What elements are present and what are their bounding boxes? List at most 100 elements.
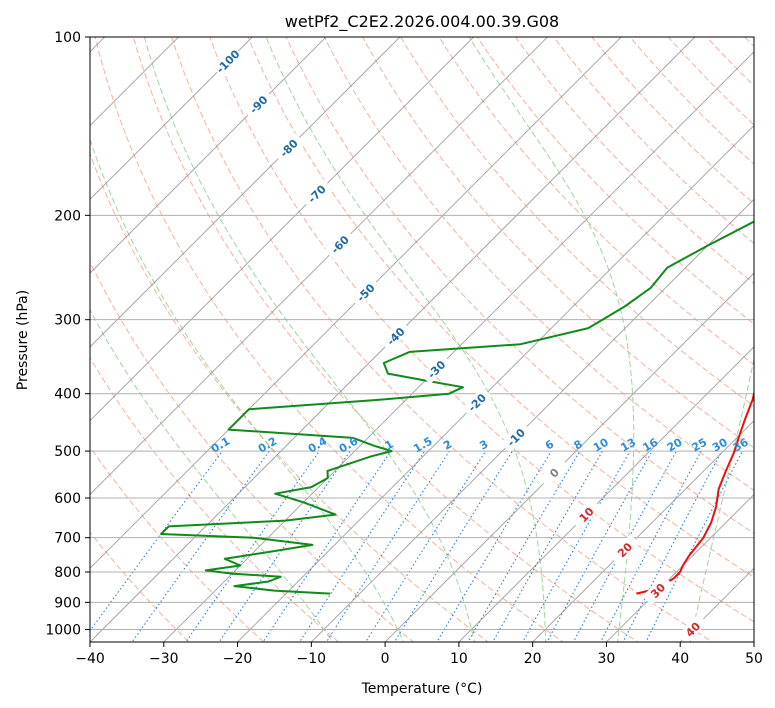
dry-adiabat (400, 37, 754, 407)
x-tick-label: 30 (598, 651, 616, 667)
x-tick-label: 0 (381, 651, 390, 667)
dry-adiabat (362, 37, 754, 449)
mixing-ratio-line (298, 450, 426, 642)
moist-adiabat (90, 308, 334, 642)
dewpoint-profile (160, 220, 754, 595)
isotherm-label-background (273, 132, 304, 163)
x-axis-label: Temperature (°C) (361, 681, 483, 697)
mixing-ratio-label: 1.5 (411, 435, 434, 456)
y-axis-label: Pressure (hPa) (15, 290, 31, 390)
dry-adiabat (553, 37, 754, 245)
mixing-ratio-label: 25 (690, 436, 710, 455)
isotherm-line (679, 567, 754, 642)
y-tick-label: 700 (54, 531, 81, 547)
mixing-ratio-label: 16 (641, 435, 661, 454)
moist-adiabat (90, 137, 405, 642)
x-tick-label: −40 (75, 651, 105, 667)
y-tick-label: 300 (54, 313, 81, 329)
isotherm-line (90, 37, 327, 274)
x-tick-label: −20 (223, 651, 253, 667)
x-tick-label: 50 (745, 651, 763, 667)
dry-adiabat (705, 37, 754, 87)
isotherm-label-background (324, 228, 355, 260)
mixing-ratio-line (90, 450, 223, 632)
isotherm-line (605, 493, 754, 642)
x-tick-label: 40 (671, 651, 689, 667)
mixing-ratio-line (325, 450, 450, 642)
dry-adiabat (90, 152, 490, 642)
isotherm-line (310, 198, 754, 642)
dry-adiabat (171, 37, 714, 642)
mixing-ratio-label: 2 (441, 438, 454, 453)
temperature-profile (636, 389, 754, 595)
dry-adiabat (247, 37, 754, 578)
dry-adiabat (94, 37, 564, 642)
mixing-ratio-label: 10 (591, 435, 611, 454)
isotherm-label-background (212, 45, 243, 77)
y-tick-label: 400 (54, 387, 81, 403)
dry-adiabat (90, 260, 415, 642)
axes-layer: −40 −30 −20 −10 0 10 20 30 40 5010009008007006005… (45, 30, 763, 667)
y-tick-label: 600 (54, 491, 81, 507)
mixing-ratio-label: 20 (665, 435, 685, 454)
mixing-ratio-line (467, 450, 581, 642)
mixing-ratio-line (185, 450, 320, 642)
isotherm-label-background (500, 421, 531, 453)
isotherm-label-background (570, 499, 602, 530)
y-tick-label: 1000 (45, 622, 81, 638)
isotherm-label-background (642, 575, 673, 606)
isotherm-label-background (538, 457, 570, 488)
dry-adiabat (90, 446, 265, 642)
x-tick-label: −30 (149, 651, 179, 667)
y-tick-label: 200 (54, 208, 81, 224)
dry-adiabat (629, 37, 754, 165)
isotherm-line (90, 37, 475, 422)
dry-adiabat (285, 37, 754, 534)
y-tick-label: 800 (54, 565, 81, 581)
isotherm-label-background (461, 386, 492, 418)
mixing-ratio-line (393, 450, 513, 642)
isotherm-line (90, 37, 622, 569)
mixing-ratio-label: 0.1 (209, 435, 232, 456)
series-layer (160, 220, 754, 595)
mixing-ratio-label: 0.4 (306, 434, 330, 455)
x-tick-label: 10 (450, 651, 468, 667)
plot-frame (89, 36, 755, 643)
isotherm-label-background (380, 320, 411, 352)
isotherm-label-background (609, 534, 640, 565)
dry-adiabat (476, 37, 754, 325)
isotherm-label-background (350, 277, 381, 308)
isotherm-line (163, 51, 754, 642)
x-tick-label: 20 (524, 651, 542, 667)
moist-adiabat (689, 356, 754, 642)
isotherm-label-background (677, 613, 708, 642)
y-tick-label: 100 (54, 30, 81, 46)
isotherm-line (384, 272, 754, 642)
mixing-ratio-label: 6 (543, 437, 556, 452)
y-tick-label: 900 (54, 595, 81, 611)
isotherm-line (236, 124, 754, 642)
isotherm-label-background (243, 88, 274, 120)
dry-adiabat (591, 37, 754, 205)
mixing-ratio-label: 1 (383, 438, 396, 453)
mixing-ratio-line (131, 450, 270, 642)
mixing-ratio-label: 0.2 (256, 435, 279, 456)
mixing-ratio-line (436, 450, 552, 642)
dry-adiabat (667, 37, 754, 126)
chart-title: wetPf2_C2E2.2026.004.00.39.G08 (285, 12, 559, 32)
y-tick-label: 500 (54, 444, 81, 460)
isotherm-line (531, 419, 754, 642)
isotherm-line (90, 37, 401, 348)
dry-adiabat (209, 37, 754, 623)
isotherm-label-background (420, 353, 452, 385)
isotherm-label-background (301, 178, 332, 209)
mixing-ratio-label: 30 (710, 435, 730, 454)
isotherm-line (458, 346, 754, 642)
dry-adiabat (323, 37, 754, 491)
isotherm-line (90, 37, 549, 496)
isotherm-line (753, 641, 754, 642)
mixing-ratio-line (546, 450, 653, 642)
dry-adiabat (90, 356, 340, 642)
dry-adiabat (770, 24, 775, 654)
